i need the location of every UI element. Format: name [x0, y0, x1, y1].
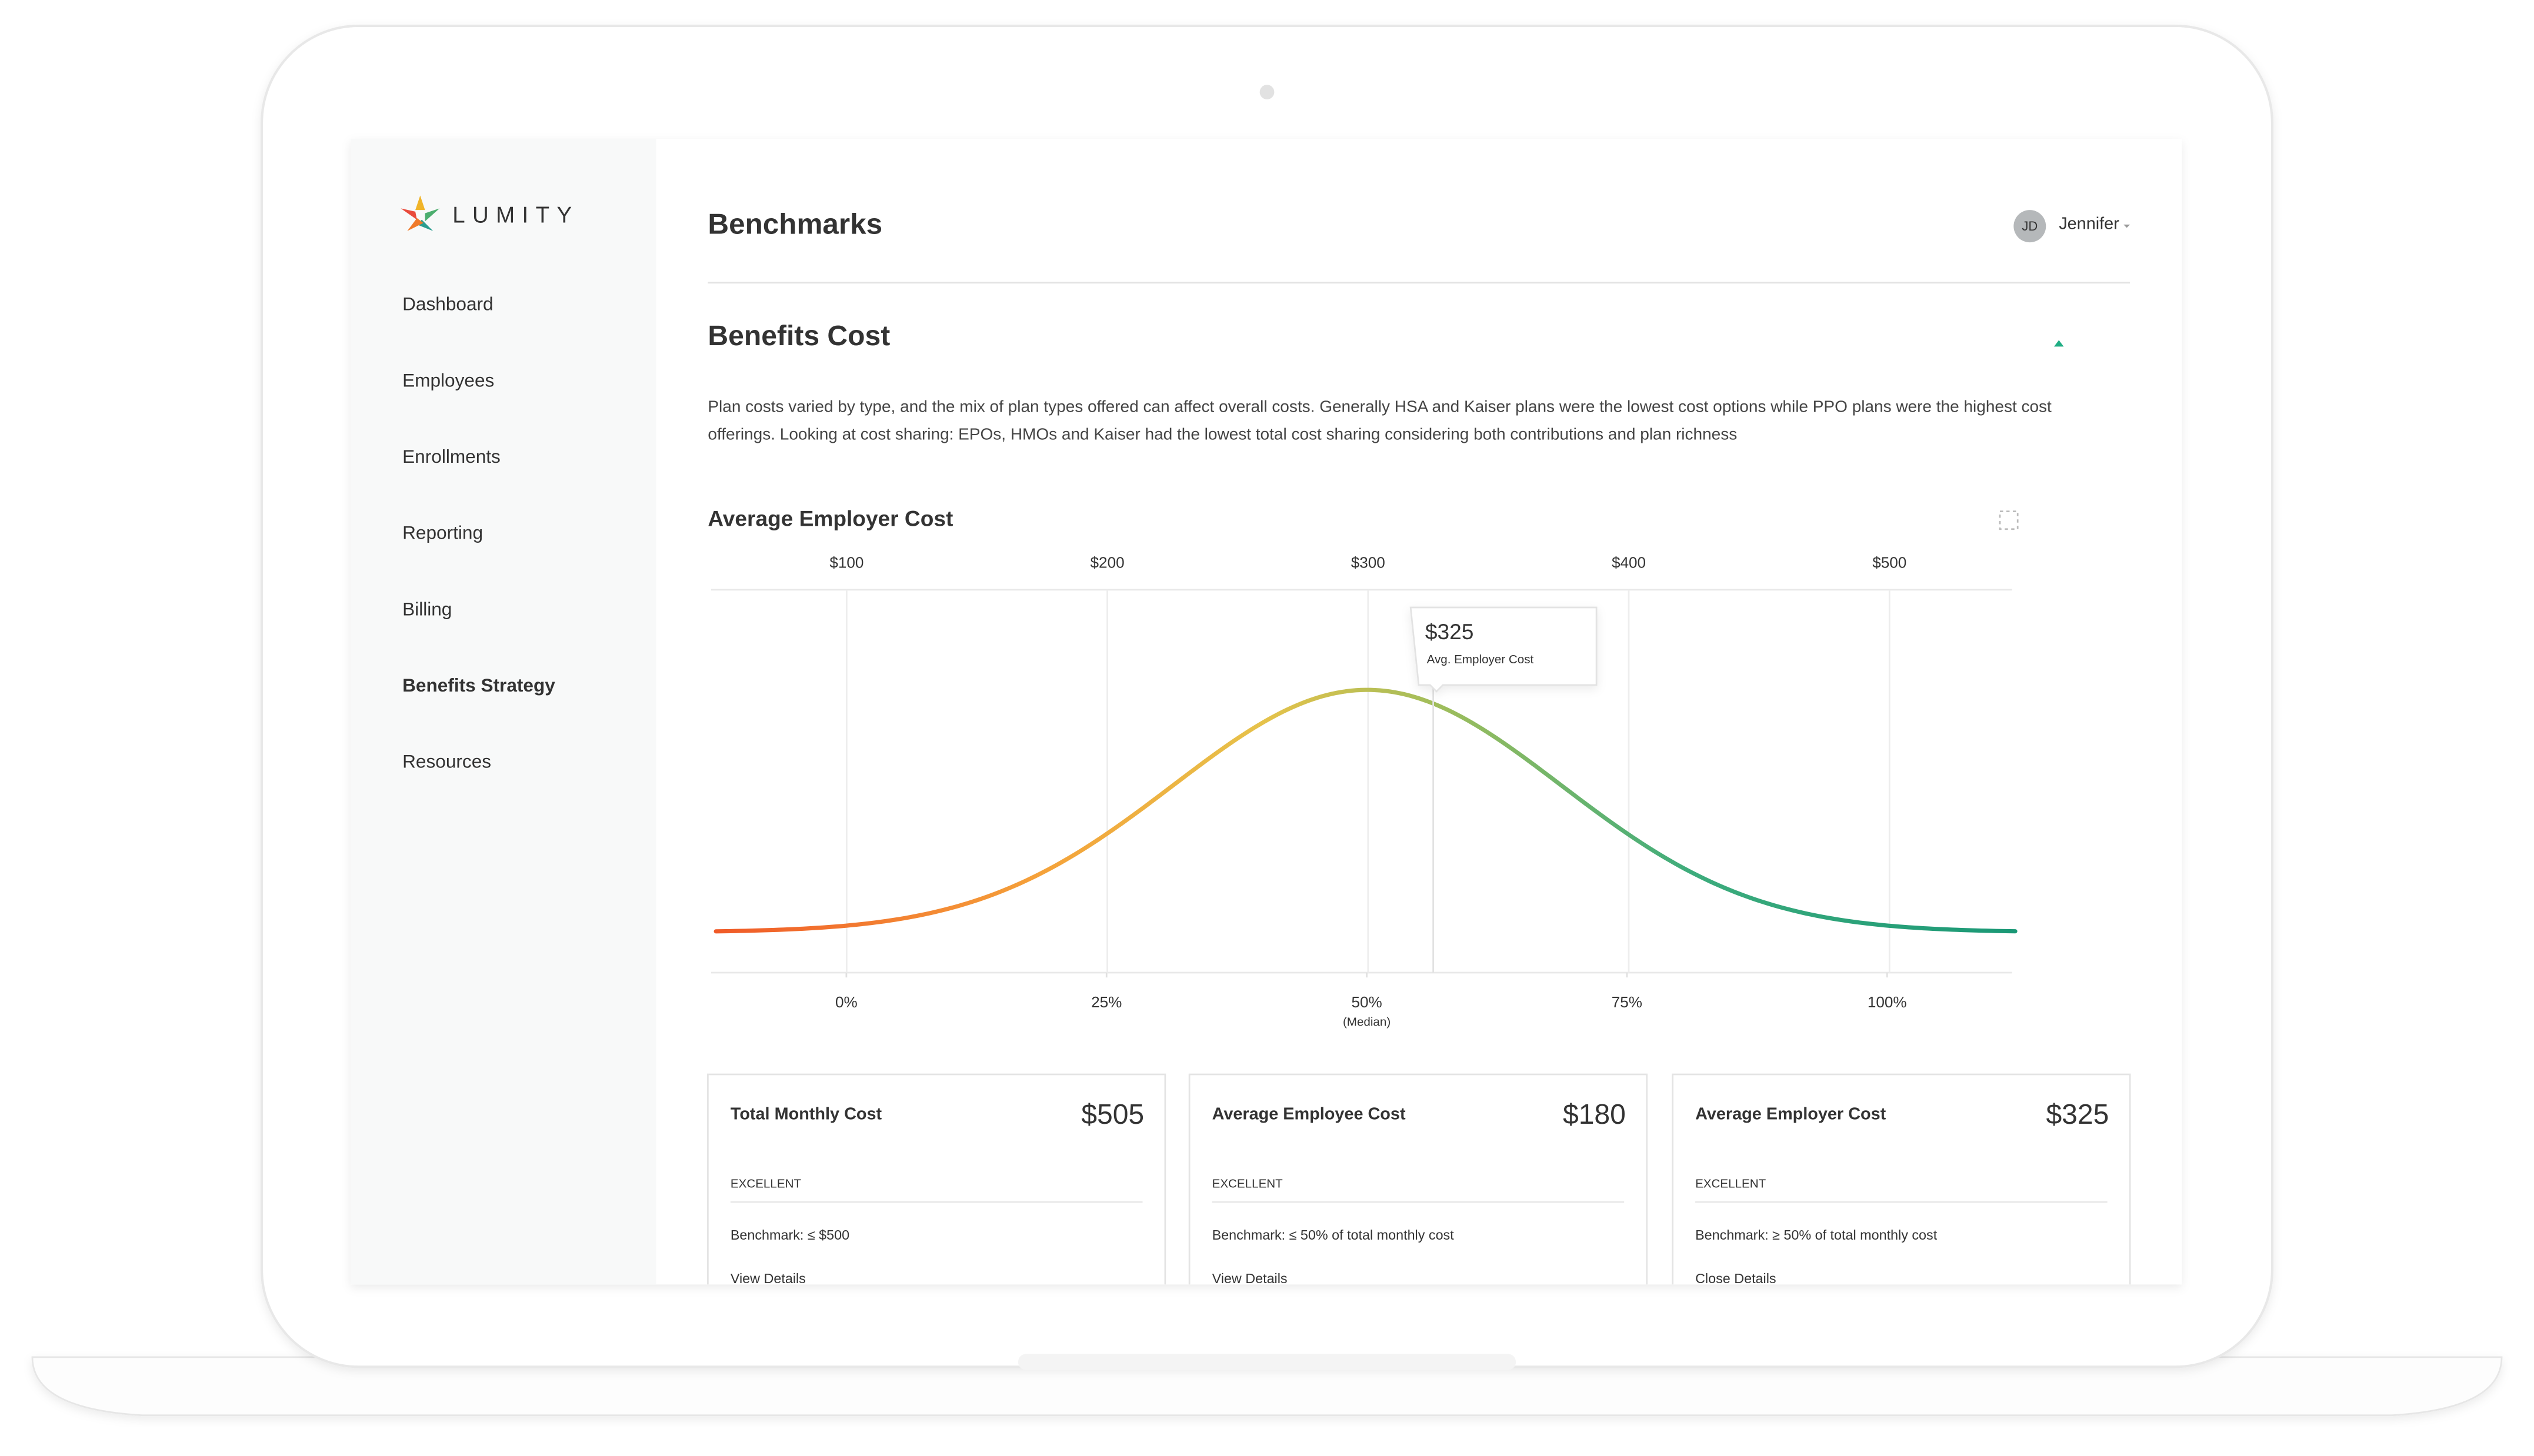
sidebar — [351, 139, 656, 1285]
x-tick-label: $300 — [1351, 554, 1385, 572]
page-title: Benchmarks — [708, 208, 882, 241]
card-value: $505 — [1081, 1098, 1144, 1130]
app: LUMITY Dashboard Employees Enrollments Repo… — [351, 139, 2131, 1286]
x2-tick-label: 75% — [1612, 993, 1642, 1011]
card-title: Total Monthly Cost — [731, 1104, 882, 1123]
nav-item[interactable]: Enrollments — [402, 446, 501, 467]
user-caret[interactable] — [2123, 224, 2130, 228]
card-benchmark: Benchmark: ≥ 50% of total monthly cost — [1695, 1227, 1938, 1243]
nav: Dashboard Employees Enrollments Reporting Bi… — [402, 293, 555, 772]
logo-text: LUMITY — [452, 202, 579, 228]
card-benchmark: Benchmark: ≤ $500 — [731, 1227, 849, 1243]
x2-tick-label: 100% — [1868, 993, 1907, 1011]
nav-item[interactable]: Dashboard — [402, 293, 493, 315]
median-label: (Median) — [1343, 1016, 1391, 1029]
camera — [1259, 85, 1275, 99]
description: Plan costs varied by type, and the mix o… — [708, 399, 2052, 445]
description-box: Plan costs varied by type, and the mix o… — [708, 399, 2052, 445]
collapse-toggle[interactable] — [2054, 340, 2064, 347]
card — [1672, 1073, 2131, 1285]
card-link[interactable]: View Details — [731, 1271, 806, 1286]
x2-tick-label: 50% — [1351, 993, 1382, 1011]
x2-tick-label: 25% — [1091, 993, 1122, 1011]
card — [707, 1073, 1166, 1285]
laptop-notch — [1018, 1354, 1516, 1370]
nav-item[interactable]: Benefits Strategy — [402, 674, 555, 696]
card — [1188, 1073, 1648, 1285]
chart: $100 $200 $300 $400 $500 0% 25% 50% (Median) 75% 1… — [713, 554, 2018, 1029]
x-tick-label: $500 — [1872, 554, 1906, 572]
card-rating: EXCELLENT — [1212, 1177, 1283, 1190]
nav-item[interactable]: Billing — [402, 598, 452, 619]
card-value: $325 — [2046, 1098, 2109, 1130]
marker-value: $325 — [1425, 619, 1473, 644]
nav-item[interactable]: Reporting — [402, 522, 483, 543]
x-tick-label: $400 — [1612, 554, 1646, 572]
marker-caption: Avg. Employer Cost — [1427, 653, 1534, 666]
x2-tick-label: 0% — [835, 993, 858, 1011]
card-link[interactable]: Close Details — [1695, 1271, 1776, 1286]
laptop-base — [31, 1356, 2503, 1417]
avatar-initials: JD — [2022, 219, 2038, 233]
card-rating: EXCELLENT — [731, 1177, 802, 1190]
card-title: Average Employee Cost — [1212, 1104, 1406, 1123]
distribution-curve — [713, 687, 2018, 934]
card-link[interactable]: View Details — [1212, 1271, 1288, 1286]
cards: Total Monthly Cost $505 EXCELLENT Benchmark… — [707, 1073, 2131, 1286]
nav-item[interactable]: Resources — [402, 751, 491, 772]
card-benchmark: Benchmark: ≤ 50% of total monthly cost — [1212, 1227, 1455, 1243]
expand-icon[interactable] — [1999, 510, 2019, 530]
x-tick-label: $100 — [829, 554, 863, 572]
x-tick-label: $200 — [1091, 554, 1125, 572]
card-value: $180 — [1563, 1098, 1626, 1130]
nav-item[interactable]: Employees — [402, 369, 494, 390]
marker-tooltip — [1409, 606, 1598, 693]
chart-title: Average Employer Cost — [708, 506, 953, 530]
avatar[interactable] — [2013, 210, 2046, 243]
card-title: Average Employer Cost — [1695, 1104, 1886, 1123]
card-rating: EXCELLENT — [1695, 1177, 1766, 1190]
user-name[interactable]: Jennifer — [2059, 215, 2119, 233]
section-title: Benefits Cost — [708, 320, 890, 352]
